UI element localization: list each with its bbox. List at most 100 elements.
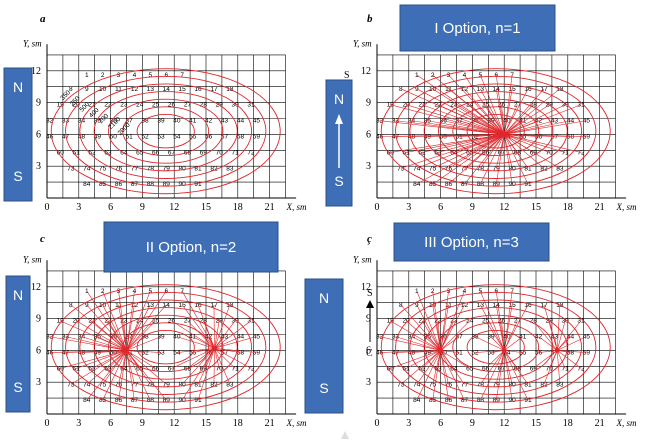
isoline (452, 106, 540, 157)
cell-number: 40 (173, 118, 181, 125)
ray (214, 336, 257, 349)
cell-number: 49 (94, 350, 102, 357)
cell-number: 15 (179, 86, 187, 93)
cell-number: 31 (577, 318, 585, 325)
cell-number: 88 (477, 397, 485, 404)
y-tick-label: 12 (31, 66, 41, 77)
isoline (79, 83, 253, 179)
ray (480, 134, 505, 169)
cell-number: 44 (567, 334, 575, 341)
ray (440, 350, 465, 385)
cell-number: 41 (519, 334, 527, 341)
ray (126, 350, 161, 353)
cell-number: 57 (551, 134, 559, 141)
ray (556, 304, 561, 351)
ray (459, 120, 505, 135)
ray (480, 350, 505, 401)
cell-number: 9 (85, 86, 89, 93)
cell-number: 13 (147, 86, 155, 93)
cell-number: 39 (157, 118, 165, 125)
cell-number: 67 (498, 149, 506, 156)
ray (421, 320, 441, 351)
x-tick-label: 18 (233, 202, 243, 213)
ray (474, 120, 505, 135)
cell-number: 6 (164, 288, 168, 295)
x-tick-label: 15 (531, 202, 541, 213)
cell-number: 78 (477, 165, 485, 172)
cell-number: 83 (226, 381, 234, 388)
ray (181, 304, 215, 349)
ray (538, 336, 558, 351)
cell-number: 41 (189, 118, 197, 125)
option-label: II Option, n=2 (146, 239, 236, 256)
ray (485, 320, 505, 351)
cell-number: 48 (408, 350, 416, 357)
compass-north: N (13, 287, 23, 303)
ray (187, 320, 215, 349)
cell-number: 89 (163, 397, 171, 404)
ray (440, 350, 449, 385)
ray (480, 88, 505, 135)
cell-number: 52 (141, 134, 149, 141)
cell-numbers: 1234567891011121314151617181920212223242… (376, 72, 590, 188)
x-tick-label: 12 (499, 418, 509, 429)
ray (504, 120, 571, 135)
option-label-box (399, 4, 556, 52)
cell-number: 81 (194, 381, 202, 388)
cell-number: 80 (509, 165, 517, 172)
ray (480, 74, 505, 135)
cell-number: 28 (530, 102, 538, 109)
ray (213, 348, 215, 385)
cell-number: 87 (461, 181, 469, 188)
x-tick-label: 3 (406, 418, 411, 429)
ray (411, 336, 441, 351)
cell-number: 86 (445, 181, 453, 188)
ray (427, 120, 505, 135)
x-tick-label: 3 (76, 418, 81, 429)
cell-number: 49 (94, 134, 102, 141)
ray (440, 304, 465, 351)
cell-number: 84 (83, 181, 91, 188)
cell-number: 5 (149, 288, 153, 295)
cell-number: 16 (524, 302, 532, 309)
cell-number: 44 (567, 118, 575, 125)
cell-number: 87 (131, 397, 139, 404)
cell-number: 36 (110, 118, 118, 125)
ray (416, 350, 441, 385)
cell-number: 36 (440, 118, 448, 125)
ray (504, 134, 545, 169)
ray (171, 320, 215, 349)
ray (503, 350, 529, 401)
cell-number: 19 (57, 318, 65, 325)
cell-number: 30 (562, 102, 570, 109)
ray (503, 88, 545, 135)
ray (556, 336, 571, 351)
cell-number: 45 (583, 118, 591, 125)
ray (97, 336, 127, 351)
cell-number: 8 (399, 86, 403, 93)
ray (543, 350, 558, 385)
cell-number: 69 (200, 149, 208, 156)
cell-number: 1 (415, 72, 419, 79)
isoline (423, 307, 568, 388)
cell-number: 46 (376, 350, 384, 357)
ray (390, 134, 505, 153)
ray (76, 350, 127, 369)
arrow-head-icon (366, 300, 374, 308)
cell-number: 76 (445, 165, 453, 172)
cell-number: 59 (253, 350, 261, 357)
ray (379, 120, 505, 135)
cell-number: 41 (519, 118, 527, 125)
x-tick-label: 18 (233, 418, 243, 429)
ray (480, 304, 505, 351)
cell-number: 91 (194, 181, 202, 188)
cell-numbers: 1234567891011121314151617181920212223242… (46, 288, 260, 404)
ray (464, 74, 505, 135)
ray (81, 336, 127, 351)
cell-number: 78 (477, 381, 485, 388)
cell-number: 85 (99, 181, 107, 188)
